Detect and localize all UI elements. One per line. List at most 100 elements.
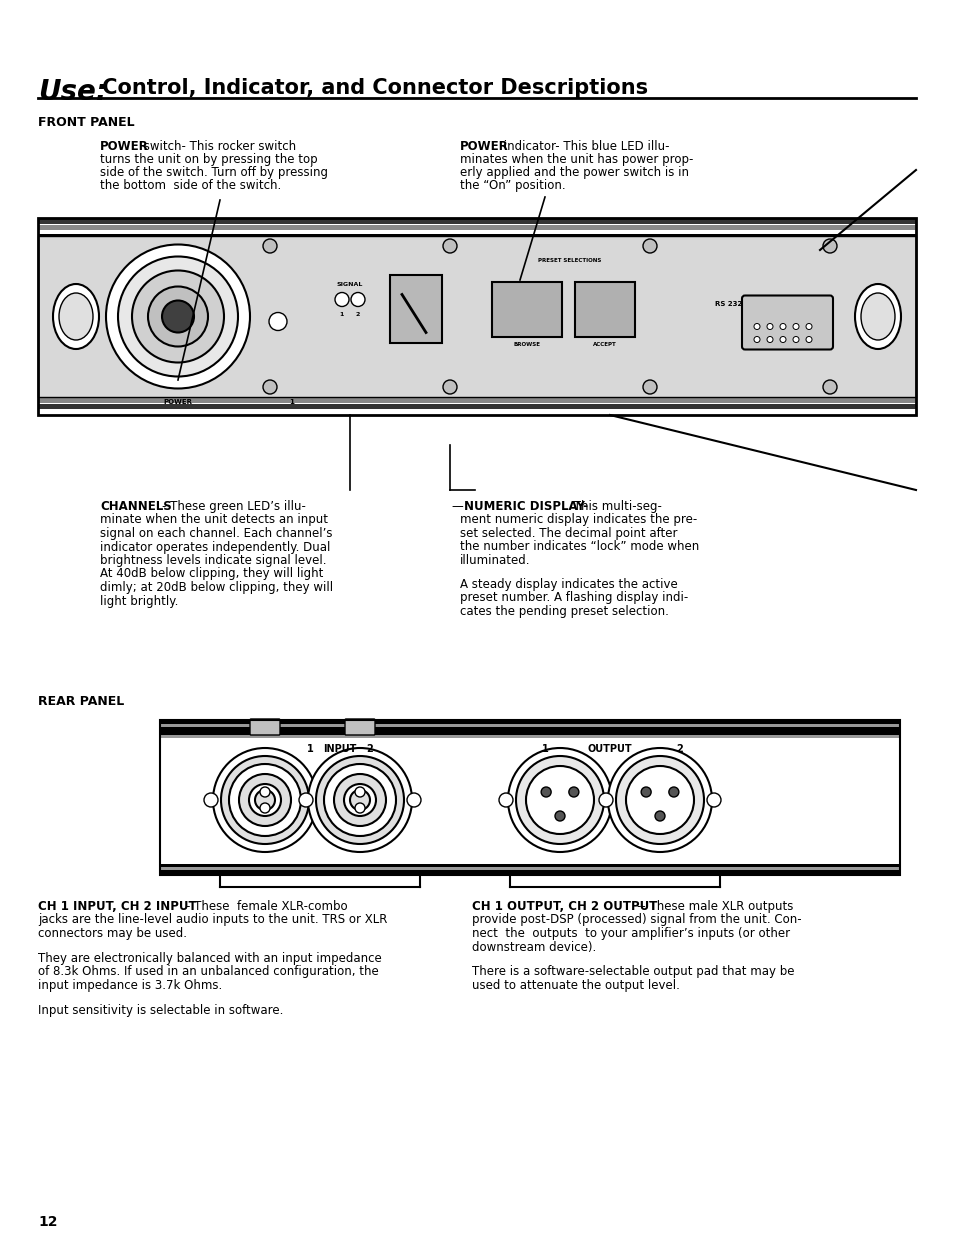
- Text: 1: 1: [306, 743, 313, 755]
- Text: -- These male XLR outputs: -- These male XLR outputs: [637, 900, 793, 913]
- Circle shape: [308, 748, 412, 852]
- Circle shape: [334, 774, 386, 826]
- Text: REAR PANEL: REAR PANEL: [38, 695, 124, 708]
- Circle shape: [516, 756, 603, 844]
- Text: FRONT PANEL: FRONT PANEL: [38, 116, 134, 128]
- Bar: [38, 398, 915, 403]
- FancyBboxPatch shape: [741, 295, 832, 350]
- Text: 1: 1: [280, 399, 294, 405]
- Circle shape: [753, 336, 760, 342]
- Circle shape: [263, 380, 276, 394]
- Text: turns the unit on by pressing the top: turns the unit on by pressing the top: [100, 153, 317, 165]
- Text: nect  the  outputs  to your amplifier’s inputs (or other: nect the outputs to your amplifier’s inp…: [472, 927, 789, 940]
- Text: light brightly.: light brightly.: [100, 594, 178, 608]
- Text: - These green LED’s illu-: - These green LED’s illu-: [162, 500, 306, 513]
- Circle shape: [598, 793, 613, 806]
- Circle shape: [706, 793, 720, 806]
- Text: 2: 2: [366, 743, 373, 755]
- Text: OUTPUT: OUTPUT: [587, 743, 632, 755]
- Text: minate when the unit detects an input: minate when the unit detects an input: [100, 514, 328, 526]
- Circle shape: [540, 787, 551, 797]
- Text: SIGNAL: SIGNAL: [336, 282, 363, 287]
- Circle shape: [350, 790, 370, 810]
- Circle shape: [442, 240, 456, 253]
- Circle shape: [805, 336, 811, 342]
- Text: 2: 2: [355, 311, 360, 316]
- Circle shape: [260, 787, 270, 797]
- Text: - These  female XLR-combo: - These female XLR-combo: [186, 900, 347, 913]
- Text: erly applied and the power switch is in: erly applied and the power switch is in: [459, 165, 688, 179]
- Ellipse shape: [59, 293, 92, 340]
- Bar: [160, 739, 899, 867]
- Bar: [160, 867, 899, 869]
- Circle shape: [229, 764, 301, 836]
- Text: PRESET SELECTIONS: PRESET SELECTIONS: [537, 258, 601, 263]
- Text: 1: 1: [339, 311, 344, 316]
- Circle shape: [106, 245, 250, 389]
- Circle shape: [805, 324, 811, 330]
- Circle shape: [442, 380, 456, 394]
- Text: dimly; at 20dB below clipping, they will: dimly; at 20dB below clipping, they will: [100, 580, 333, 594]
- Circle shape: [525, 766, 594, 834]
- Circle shape: [766, 336, 772, 342]
- Circle shape: [162, 300, 193, 332]
- Bar: [160, 735, 899, 739]
- Circle shape: [344, 784, 375, 816]
- Text: brightness levels indicate signal level.: brightness levels indicate signal level.: [100, 555, 326, 567]
- Circle shape: [792, 324, 799, 330]
- Circle shape: [642, 380, 657, 394]
- Text: 2: 2: [676, 743, 682, 755]
- Circle shape: [568, 787, 578, 797]
- Text: set selected. The decimal point after: set selected. The decimal point after: [459, 527, 677, 540]
- Bar: [160, 869, 899, 876]
- Circle shape: [260, 803, 270, 813]
- Bar: [160, 720, 899, 876]
- Text: INPUT: INPUT: [323, 743, 356, 755]
- Text: NUMERIC DISPLAY-: NUMERIC DISPLAY-: [463, 500, 587, 513]
- Circle shape: [263, 240, 276, 253]
- Text: There is a software-selectable output pad that may be: There is a software-selectable output pa…: [472, 965, 794, 978]
- Bar: [160, 724, 899, 727]
- Text: illuminated.: illuminated.: [459, 555, 530, 567]
- Text: A steady display indicates the active: A steady display indicates the active: [459, 578, 677, 592]
- Bar: [38, 219, 915, 415]
- Text: At 40dB below clipping, they will light: At 40dB below clipping, they will light: [100, 568, 323, 580]
- Bar: [38, 219, 915, 224]
- Text: Input sensitivity is selectable in software.: Input sensitivity is selectable in softw…: [38, 1004, 283, 1016]
- Circle shape: [249, 784, 281, 816]
- Text: jacks are the line-level audio inputs to the unit. TRS or XLR: jacks are the line-level audio inputs to…: [38, 914, 387, 926]
- Text: 1: 1: [541, 743, 548, 755]
- Ellipse shape: [861, 293, 894, 340]
- Text: CH 1 OUTPUT, CH 2 OUTPUT: CH 1 OUTPUT, CH 2 OUTPUT: [472, 900, 657, 913]
- Text: the number indicates “lock” mode when: the number indicates “lock” mode when: [459, 541, 699, 553]
- Circle shape: [498, 793, 513, 806]
- Circle shape: [312, 793, 326, 806]
- Text: input impedance is 3.7k Ohms.: input impedance is 3.7k Ohms.: [38, 979, 222, 992]
- Circle shape: [269, 312, 287, 331]
- Text: of 8.3k Ohms. If used in an unbalanced configuration, the: of 8.3k Ohms. If used in an unbalanced c…: [38, 966, 378, 978]
- Bar: [160, 720, 899, 724]
- Circle shape: [625, 766, 693, 834]
- Bar: [38, 404, 915, 409]
- Circle shape: [822, 240, 836, 253]
- Text: They are electronically balanced with an input impedance: They are electronically balanced with an…: [38, 952, 381, 965]
- Text: switch- This rocker switch: switch- This rocker switch: [140, 140, 295, 153]
- Text: the “On” position.: the “On” position.: [459, 179, 565, 191]
- Circle shape: [221, 756, 309, 844]
- Circle shape: [642, 240, 657, 253]
- Circle shape: [132, 270, 224, 363]
- Text: 12: 12: [38, 1215, 57, 1229]
- Text: indicator operates independently. Dual: indicator operates independently. Dual: [100, 541, 330, 553]
- Text: POWER: POWER: [163, 399, 193, 405]
- Circle shape: [118, 257, 237, 377]
- Text: signal on each channel. Each channel’s: signal on each channel. Each channel’s: [100, 527, 333, 540]
- Circle shape: [148, 287, 208, 347]
- Circle shape: [822, 380, 836, 394]
- Text: Control, Indicator, and Connector Descriptions: Control, Indicator, and Connector Descri…: [95, 78, 647, 98]
- Text: provide post-DSP (processed) signal from the unit. Con-: provide post-DSP (processed) signal from…: [472, 914, 801, 926]
- Circle shape: [616, 756, 703, 844]
- Circle shape: [766, 324, 772, 330]
- Text: Use:: Use:: [38, 78, 107, 106]
- Circle shape: [239, 774, 291, 826]
- Circle shape: [792, 336, 799, 342]
